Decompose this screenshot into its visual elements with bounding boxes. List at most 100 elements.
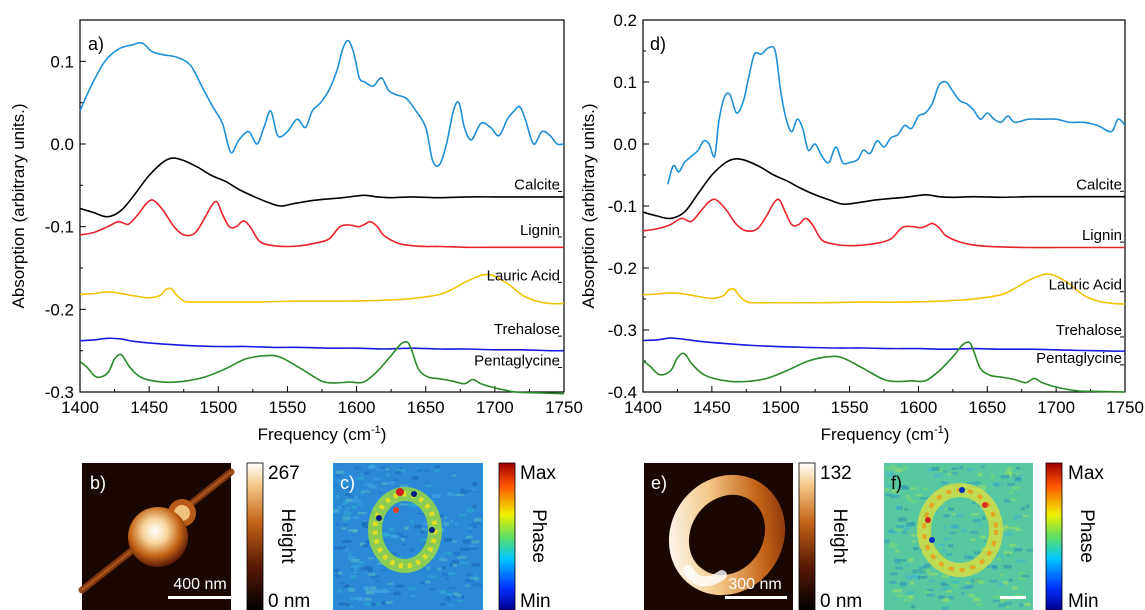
phase-texture [468,526,474,530]
phase-texture [458,593,462,598]
phase-texture [898,485,907,488]
phase-texture [903,598,912,602]
phase-texture [904,528,910,531]
phase-texture [994,482,1000,487]
phase-texture [425,580,431,584]
phase-colorbar-1: Max Min Phase [498,462,556,610]
phase-texture [346,603,351,606]
x-tick-label: 1400 [624,398,662,417]
phase-texture [1019,603,1024,607]
series-line-calcite [642,158,1125,220]
x-tick-label: 1500 [762,398,800,417]
phase-texture [368,570,374,574]
phase-texture [425,484,433,487]
phase-texture [420,538,429,542]
phase-texture [365,540,370,544]
phase-texture [347,556,356,560]
phase-texture [890,494,900,498]
phase-texture [892,589,902,593]
phase-texture [955,513,964,517]
phase-texture [898,517,907,522]
phase-texture [1012,472,1021,476]
phase-texture [998,599,1007,603]
phase-texture [898,559,907,562]
phase-texture [964,584,974,589]
phase-texture [901,486,910,490]
phase-texture [355,596,362,600]
phase-colorbar-1-title: Phase [528,509,549,563]
x-tick-label: 1550 [831,398,869,417]
phase-texture [426,566,430,570]
phase-texture [417,512,425,515]
phase-texture [346,586,353,590]
phase-texture [972,501,977,505]
phase-texture [912,569,918,574]
phase-texture [910,575,919,579]
phase-texture [973,551,981,555]
chart-d-plot-area: 1400 1450 1500 1550 1600 1650 1700 1750 0.2 0.1 0.… [608,11,1144,417]
phase-texture [990,475,995,479]
x-tick-label: 1700 [1037,398,1075,417]
phase-texture [893,468,902,472]
phase-texture [361,490,370,493]
phase-texture [1015,476,1021,480]
phase-texture [377,466,386,469]
phase-texture [465,535,473,539]
phase-colorbar-1-max: Max [520,463,556,484]
phase-texture [941,606,949,610]
phase-texture [363,586,369,590]
phase-texture [965,582,971,585]
phase-texture [1008,471,1012,475]
phase-texture [890,465,897,468]
x-tick-label: 1600 [338,398,376,417]
phase-texture [350,605,354,610]
phase-texture [454,493,464,497]
phase-texture [940,588,948,591]
phase-texture [395,470,401,475]
chart-d: d) 1400 1450 1500 1550 1600 1650 1700 1750 0.2 0.… [579,11,1144,444]
phase-texture [964,555,972,559]
phase-texture [462,539,471,544]
phase-texture [945,590,953,593]
phase-texture [368,485,378,489]
phase-texture [885,467,893,471]
phase-texture [459,547,469,551]
phase-texture [895,525,904,529]
phase-texture [359,491,365,494]
phase-texture [978,472,983,477]
phase-texture [364,566,373,570]
series-label-calcite: Calcite [514,176,560,193]
x-tick-label: 1400 [61,398,99,417]
phase-texture [334,546,340,550]
phase-texture [905,575,912,580]
phase-texture [342,503,346,506]
phase-texture [1012,473,1016,477]
phase-texture [465,584,470,587]
phase-texture [465,578,475,583]
phase-texture [1016,559,1026,563]
phase-texture [907,497,913,502]
phase-texture [966,482,974,485]
phase-texture [395,584,405,588]
phase-texture [891,489,900,493]
phase-texture [334,573,340,578]
phase-texture [910,534,920,537]
phase-texture [968,594,975,597]
phase-texture [396,469,406,473]
phase-texture [943,514,950,518]
phase-texture [473,575,478,579]
phase-texture [889,580,897,584]
phase-texture [452,563,457,567]
phase-texture [941,583,949,587]
phase-texture [940,481,949,485]
series-line-calcite [79,157,564,218]
phase-texture [335,470,344,475]
phase-texture [915,494,923,497]
phase-texture [894,559,901,564]
phase-texture [350,566,358,570]
phase-texture [420,530,425,534]
phase-texture [942,548,946,553]
phase-texture [392,478,398,481]
phase-texture [470,488,479,492]
phase-texture [1005,470,1011,473]
